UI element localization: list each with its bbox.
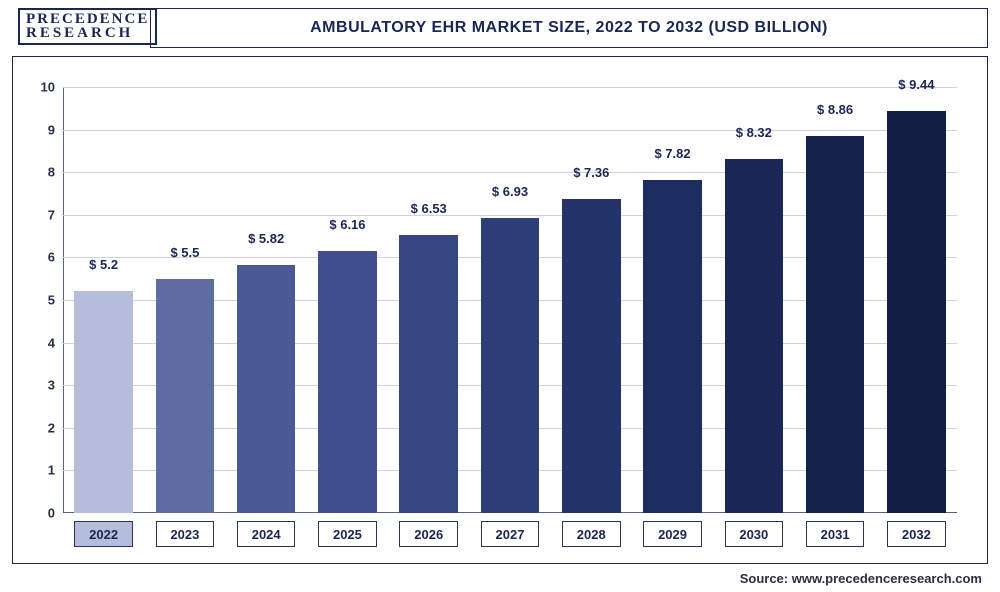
brand-logo: PRECEDENCE RESEARCH (18, 8, 157, 45)
bar (806, 136, 865, 513)
chart-frame: 0 1 2 3 4 5 6 7 8 9 10 $ 5.2 $ 5.5 $ 5.82 $ 6.16 $ 6.5… (12, 56, 988, 564)
bar-value-label: $ 6.93 (492, 184, 528, 199)
logo-line1: PRECEDENCE (26, 12, 149, 26)
y-axis: 012345678910 (13, 87, 63, 513)
bar-value-label: $ 8.86 (817, 102, 853, 117)
bar (725, 159, 784, 513)
bar-value-label: $ 5.2 (89, 257, 118, 272)
y-tick-label: 2 (48, 420, 55, 435)
bar (887, 111, 946, 513)
chart-container: PRECEDENCE RESEARCH AMBULATORY EHR MARKE… (0, 0, 1000, 592)
bar (156, 279, 215, 513)
y-tick-label: 5 (48, 293, 55, 308)
bar-value-label: $ 6.53 (411, 201, 447, 216)
x-category-label: 2025 (318, 521, 377, 547)
y-tick-label: 6 (48, 250, 55, 265)
y-tick-label: 8 (48, 165, 55, 180)
y-tick-label: 9 (48, 122, 55, 137)
x-category-label: 2026 (399, 521, 458, 547)
y-tick-label: 4 (48, 335, 55, 350)
bar-value-label: $ 5.5 (170, 245, 199, 260)
plot-area: $ 5.2 $ 5.5 $ 5.82 $ 6.16 $ 6.53 $ 6.93 $ 7.36… (63, 87, 957, 513)
bar (74, 291, 133, 513)
y-tick-label: 7 (48, 207, 55, 222)
bar (643, 180, 702, 513)
x-category-label: 2022 (74, 521, 133, 547)
x-category-label: 2024 (237, 521, 296, 547)
bar-value-label: $ 8.32 (736, 125, 772, 140)
gridline (63, 130, 957, 131)
chart-title: AMBULATORY EHR MARKET SIZE, 2022 TO 2032… (310, 19, 828, 37)
x-category-label: 2030 (725, 521, 784, 547)
source-text: Source: www.precedenceresearch.com (740, 571, 982, 586)
y-tick-label: 1 (48, 463, 55, 478)
x-category-label: 2032 (887, 521, 946, 547)
bar-value-label: $ 7.36 (573, 165, 609, 180)
y-tick-label: 10 (41, 80, 55, 95)
bar (481, 218, 540, 513)
bar-value-label: $ 5.82 (248, 231, 284, 246)
gridline (63, 87, 957, 88)
bar (562, 199, 621, 513)
bar (237, 265, 296, 513)
x-category-label: 2027 (481, 521, 540, 547)
x-category-label: 2031 (806, 521, 865, 547)
bar (318, 251, 377, 513)
logo-line2: RESEARCH (26, 26, 149, 40)
bar-value-label: $ 7.82 (654, 146, 690, 161)
y-tick-label: 0 (48, 506, 55, 521)
x-category-label: 2023 (156, 521, 215, 547)
bar-value-label: $ 9.44 (898, 77, 934, 92)
x-category-label: 2028 (562, 521, 621, 547)
title-bar: AMBULATORY EHR MARKET SIZE, 2022 TO 2032… (150, 8, 988, 48)
bar-value-label: $ 6.16 (329, 217, 365, 232)
bar (399, 235, 458, 513)
x-axis: 2022 2023 2024 2025 2026 2027 2028 2029 2030 2031… (63, 513, 957, 553)
x-category-label: 2029 (643, 521, 702, 547)
y-tick-label: 3 (48, 378, 55, 393)
